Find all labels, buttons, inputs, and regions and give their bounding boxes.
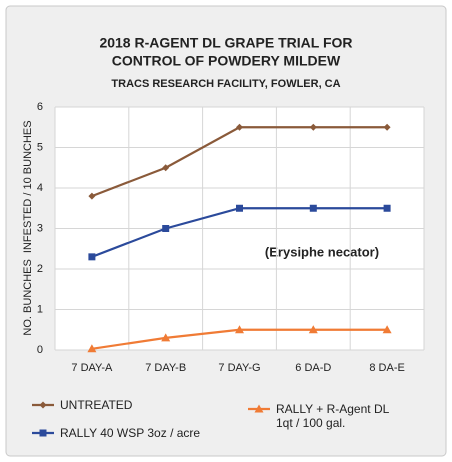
y-tick-label: 2: [37, 263, 43, 275]
point: [382, 325, 392, 334]
chart-title: CONTROL OF POWDERY MILDEW: [112, 53, 341, 69]
x-tick-label: 7 DAY-B: [145, 362, 186, 374]
y-tick-label: 5: [37, 141, 43, 153]
legend-swatch: [32, 401, 54, 409]
point: [39, 429, 47, 437]
point: [161, 333, 171, 342]
x-tick-label: 8 DA-E: [369, 362, 404, 374]
point: [308, 325, 318, 334]
legend-item: RALLY + R-Agent DL 1qt / 100 gal.: [246, 402, 406, 430]
point: [88, 253, 96, 261]
chart-subtitle: TRACS RESEARCH FACILITY, FOWLER, CA: [111, 78, 340, 90]
legend-item: RALLY 40 WSP 3oz / acre: [30, 426, 200, 440]
y-axis-label: NO. BUNCHES INFESTED / 10 BUNCHES: [22, 120, 34, 335]
legend-label: RALLY + R-Agent DL 1qt / 100 gal.: [276, 402, 389, 430]
point: [235, 325, 244, 334]
y-tick-label: 1: [37, 303, 43, 315]
x-tick-label: 7 DAY-A: [71, 362, 113, 374]
legend-swatch: [32, 429, 54, 437]
point: [383, 123, 391, 131]
legend-swatch: [248, 404, 270, 413]
point: [39, 401, 47, 409]
y-tick-label: 4: [37, 182, 43, 194]
point: [383, 204, 391, 212]
point: [236, 123, 243, 131]
point: [254, 404, 264, 413]
point: [162, 164, 170, 172]
y-tick-label: 6: [37, 101, 43, 113]
y-tick-label: 3: [37, 222, 43, 234]
chart-title: 2018 R-AGENT DL GRAPE TRIAL FOR: [99, 35, 352, 51]
point: [88, 192, 96, 200]
annotation: (Erysiphe necator): [265, 244, 379, 259]
legend-item: UNTREATED: [30, 398, 132, 412]
legend-label: UNTREATED: [60, 398, 133, 412]
legend-label: RALLY 40 WSP 3oz / acre: [60, 426, 201, 440]
point: [309, 123, 317, 131]
x-tick-label: 7 DAY-G: [218, 362, 260, 374]
point: [309, 204, 317, 212]
y-tick-label: 0: [37, 344, 43, 356]
x-tick-label: 6 DA-D: [295, 362, 331, 374]
point: [87, 344, 97, 353]
point: [162, 225, 170, 232]
point: [236, 204, 243, 212]
